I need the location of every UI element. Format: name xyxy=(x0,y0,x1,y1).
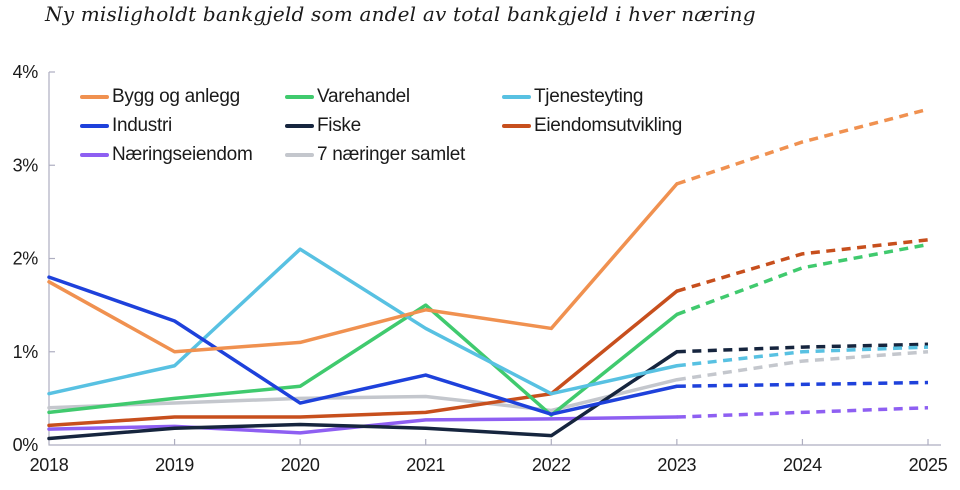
axis-spines xyxy=(48,72,941,446)
series-forecast-line-tjenesteyting xyxy=(676,345,929,368)
series-forecast-line-bygg-og-anlegg xyxy=(676,107,929,186)
series-line-tjenesteyting xyxy=(47,247,679,396)
series-line-varehandel xyxy=(47,303,679,417)
x-axis-label: 2025 xyxy=(909,455,948,475)
y-axis-label: 2% xyxy=(13,249,39,269)
series-line-eiendomsutvikling xyxy=(47,289,679,428)
series-line-7-næringer-samlet xyxy=(47,377,679,413)
series-line-bygg-og-anlegg xyxy=(47,182,679,354)
series-forecast-line-næringseiendom xyxy=(676,405,929,419)
x-axis-label: 2018 xyxy=(30,455,69,475)
series-line-industri xyxy=(47,275,679,416)
y-axis-label: 3% xyxy=(13,155,39,175)
x-axis-label: 2020 xyxy=(281,455,320,475)
series-forecast-line-industri xyxy=(676,380,929,389)
y-axis-label: 4% xyxy=(13,62,39,82)
series-forecast-line-7-næringer-samlet xyxy=(676,350,929,382)
chart-title: Ny misligholdt bankgjeld som andel av to… xyxy=(45,2,756,26)
x-axis-label: 2023 xyxy=(657,455,696,475)
series-forecast-line-eiendomsutvikling xyxy=(676,238,929,293)
y-axis-label: 1% xyxy=(13,342,39,362)
series-line-fiske xyxy=(47,350,679,441)
x-axis-label: 2022 xyxy=(532,455,571,475)
x-axis-label: 2021 xyxy=(406,455,445,475)
x-axis-label: 2024 xyxy=(783,455,822,475)
series-forecast-line-fiske xyxy=(676,342,929,354)
y-axis-label: 0% xyxy=(13,435,39,455)
x-axis-label: 2019 xyxy=(155,455,194,475)
series-forecast-line-varehandel xyxy=(676,242,929,317)
